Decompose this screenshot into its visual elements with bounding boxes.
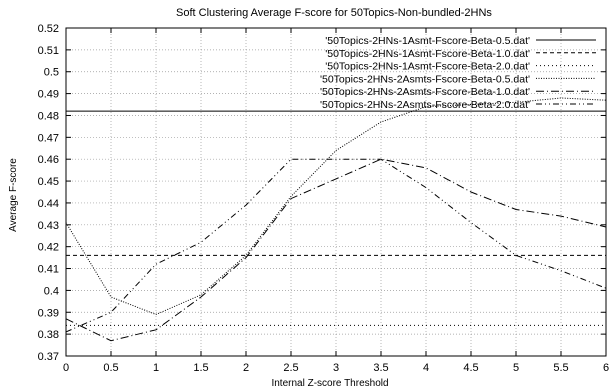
x-tick-label: 2: [243, 362, 249, 374]
series-lines: [65, 97, 607, 342]
x-tick-label: 1: [153, 362, 159, 374]
legend-entry-2: '50Topics-2HNs-1Asmt-Fscore-Beta-1.0.dat…: [325, 48, 530, 60]
legend-entry-1: '50Topics-2HNs-1Asmt-Fscore-Beta-0.5.dat…: [325, 35, 530, 47]
y-tick-label: 0.44: [38, 198, 59, 210]
y-tick-label: 0.49: [38, 89, 59, 101]
legend: '50Topics-2HNs-1Asmt-Fscore-Beta-0.5.dat…: [320, 35, 596, 111]
x-tick-label: 3: [333, 362, 339, 374]
y-tick-label: 0.37: [38, 351, 59, 363]
y-tick-label: 0.47: [38, 132, 59, 144]
x-tick-label: 0: [63, 362, 69, 374]
y-tick-label: 0.48: [38, 110, 59, 122]
x-tick-label: 5: [513, 362, 519, 374]
series-line-5: [65, 158, 607, 342]
legend-entry-5: '50Topics-2HNs-2Asmts-Fscore-Beta-1.0.da…: [320, 86, 530, 98]
y-tick-label: 0.45: [38, 176, 59, 188]
x-tick-label: 3.5: [373, 362, 388, 374]
chart-title: Soft Clustering Average F-score for 50To…: [176, 7, 492, 19]
legend-entry-4: '50Topics-2HNs-2Asmts-Fscore-Beta-0.5.da…: [320, 73, 530, 85]
x-tick-label: 1.5: [193, 362, 208, 374]
y-tick-label: 0.41: [38, 264, 59, 276]
y-tick-label: 0.46: [38, 154, 59, 166]
axis-ticks: 0 0.5 1 1.5 2 2.5 3 3.5 4 4.5 5 5.5 60.370.380.390.4…: [38, 23, 609, 374]
y-tick-label: 0.43: [38, 220, 59, 232]
x-tick-label: 6: [603, 362, 609, 374]
y-tick-label: 0.51: [38, 45, 59, 57]
x-tick-label: 4: [423, 362, 429, 374]
legend-entry-6: '50Topics-2HNs-2Asmts-Fscore-Beta-2.0.da…: [320, 99, 530, 111]
legend-entry-3: '50Topics-2HNs-1Asmt-Fscore-Beta-2.0.dat…: [325, 61, 530, 73]
x-tick-label: 5.5: [553, 362, 568, 374]
y-tick-label: 0.38: [38, 329, 59, 341]
y-tick-label: 0.52: [38, 23, 59, 35]
y-tick-label: 0.42: [38, 242, 59, 254]
x-axis-label: Internal Z-score Threshold: [271, 378, 388, 389]
y-tick-label: 0.5: [44, 67, 59, 79]
series-line-6: [65, 158, 607, 333]
x-tick-label: 2.5: [283, 362, 298, 374]
y-tick-label: 0.39: [38, 307, 59, 319]
y-tick-label: 0.4: [44, 285, 59, 297]
series-line-4: [65, 97, 607, 316]
x-tick-label: 4.5: [463, 362, 478, 374]
y-axis-label: Average F-score: [8, 158, 19, 232]
x-tick-label: 0.5: [103, 362, 118, 374]
